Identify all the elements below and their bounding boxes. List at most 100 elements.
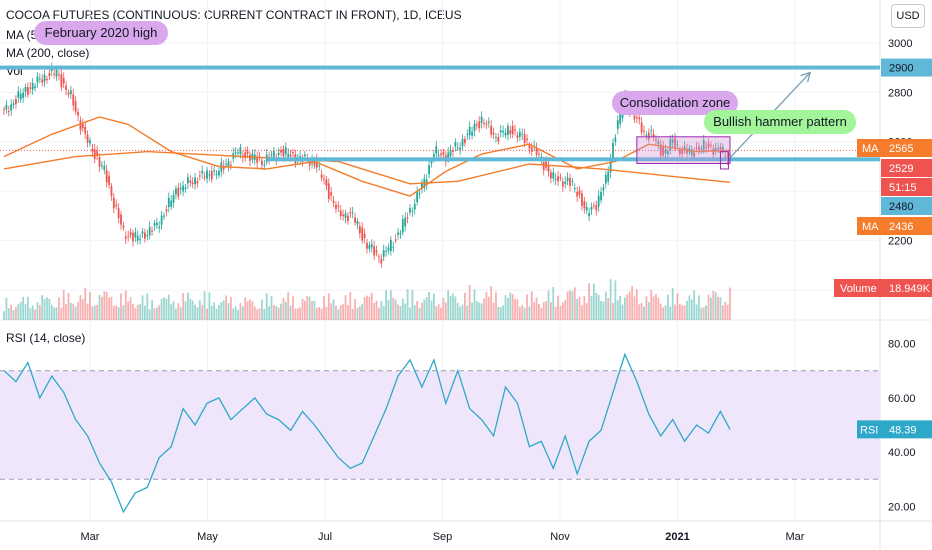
volume-bar bbox=[122, 305, 125, 320]
candle-body bbox=[237, 152, 239, 154]
ma200-legend[interactable]: MA (200, close) bbox=[6, 46, 90, 60]
volume-bar bbox=[89, 292, 91, 320]
candle-body bbox=[218, 171, 220, 176]
candle-body bbox=[263, 164, 266, 166]
volume-bar bbox=[332, 299, 335, 320]
candle-body bbox=[117, 208, 120, 218]
candle-body bbox=[588, 212, 590, 217]
candle-body bbox=[662, 146, 665, 156]
price-badge-2480: 2480 bbox=[889, 201, 913, 213]
volume-bar bbox=[129, 297, 132, 320]
volume-bar bbox=[325, 306, 328, 320]
candle-body bbox=[277, 152, 280, 156]
volume-bar bbox=[292, 296, 294, 320]
volume-bar bbox=[67, 292, 70, 320]
candle-body bbox=[652, 134, 655, 137]
candle-body bbox=[528, 145, 531, 149]
volume-bar bbox=[435, 306, 438, 320]
volume-bar bbox=[705, 305, 708, 320]
volume-bar bbox=[444, 302, 447, 320]
candle-body bbox=[609, 159, 612, 173]
volume-bar bbox=[507, 298, 509, 320]
candle-body bbox=[585, 207, 588, 211]
candle-body bbox=[397, 232, 399, 235]
candle-body bbox=[246, 151, 249, 154]
candle-body bbox=[38, 78, 41, 80]
chart-title: COCOA FUTURES (CONTINUOUS: CURRENT CONTR… bbox=[6, 8, 462, 22]
volume-bar bbox=[401, 298, 404, 320]
candle-body bbox=[213, 170, 216, 172]
volume-bar bbox=[387, 300, 390, 320]
volume-bar bbox=[726, 304, 729, 320]
volume-bar bbox=[339, 305, 342, 320]
volume-bar bbox=[304, 300, 306, 320]
volume-bar bbox=[569, 290, 571, 320]
volume-bar bbox=[698, 295, 700, 320]
candle-body bbox=[191, 182, 194, 184]
candle-body bbox=[535, 147, 538, 155]
volume-bar bbox=[53, 307, 56, 320]
candle-body bbox=[15, 98, 17, 105]
candle-body bbox=[643, 130, 645, 132]
volume-bar bbox=[542, 302, 545, 320]
volume-bar bbox=[148, 309, 151, 320]
currency-button[interactable]: USD bbox=[891, 4, 925, 28]
volume-bar bbox=[464, 292, 466, 320]
ma-tag-bg-2 bbox=[857, 217, 881, 235]
candle-body bbox=[124, 236, 127, 239]
volume-bar bbox=[251, 301, 254, 320]
volume-bar bbox=[115, 305, 118, 320]
volume-bar bbox=[301, 298, 304, 320]
candle-body bbox=[454, 142, 457, 147]
price-badge-close-bg bbox=[881, 159, 932, 177]
candle-body bbox=[499, 130, 502, 133]
candle-body bbox=[81, 123, 84, 129]
volume-bar bbox=[170, 304, 173, 320]
price-badge-countdown: 51:15 bbox=[889, 182, 917, 194]
candle-body bbox=[700, 148, 703, 150]
volume-bar bbox=[425, 297, 428, 320]
volume-bar bbox=[69, 302, 72, 320]
candle-body bbox=[3, 109, 5, 111]
candle-body bbox=[530, 147, 533, 152]
candle-body bbox=[707, 143, 710, 148]
volume-bar bbox=[516, 299, 519, 320]
volume-bar bbox=[583, 296, 586, 320]
candle-body bbox=[105, 170, 108, 183]
candle-body bbox=[167, 197, 170, 208]
volume-bar bbox=[234, 306, 237, 320]
volume-bar bbox=[382, 306, 385, 320]
price-badge-close: 2529 bbox=[889, 163, 913, 175]
volume-bar bbox=[258, 308, 261, 320]
volume-bar bbox=[167, 294, 170, 320]
volume-bar bbox=[547, 290, 550, 320]
volume-bar bbox=[702, 307, 705, 320]
volume-bar bbox=[561, 302, 564, 320]
candle-body bbox=[335, 204, 337, 210]
volume-bar bbox=[36, 302, 39, 320]
volume-bar bbox=[65, 304, 67, 320]
ma50-line bbox=[3, 116, 731, 197]
volume-bar bbox=[452, 293, 454, 320]
candle-body bbox=[712, 148, 715, 155]
volume-bar bbox=[79, 295, 82, 320]
volume-bar bbox=[17, 303, 20, 320]
candle-body bbox=[208, 174, 211, 176]
volume-bar bbox=[163, 297, 165, 320]
price-badge-countdown-bg bbox=[881, 178, 932, 196]
volume-bar bbox=[645, 296, 648, 320]
volume-bar bbox=[270, 296, 273, 320]
candle-body bbox=[282, 149, 285, 157]
volume-bar bbox=[272, 305, 275, 320]
volume-bar bbox=[62, 289, 65, 320]
volume-bar bbox=[146, 293, 149, 320]
volume-bar bbox=[253, 306, 256, 320]
volume-bar bbox=[528, 306, 531, 320]
candle-body bbox=[693, 152, 696, 157]
candle-body bbox=[261, 160, 263, 165]
volume-bar bbox=[526, 294, 528, 320]
volume-bar bbox=[354, 299, 356, 320]
volume-bar bbox=[667, 294, 669, 320]
rsi-pane: RSI (14, close) 20.00 40.00 60.00 80.00 48.39… bbox=[0, 331, 932, 513]
